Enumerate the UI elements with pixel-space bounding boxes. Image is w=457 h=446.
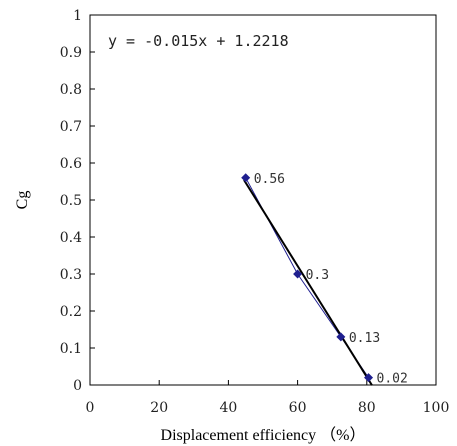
y-tick-label: 0.8 <box>60 82 82 98</box>
data-label: 0.13 <box>349 331 380 346</box>
data-point <box>364 373 374 383</box>
data-label: 0.3 <box>306 268 329 283</box>
data-label: 0.02 <box>377 372 408 387</box>
x-axis: 0 20 40 60 80 100 <box>86 380 450 416</box>
y-axis: 0 0.1 0.2 0.3 0.4 0.5 0.6 0.7 0.8 0.9 1 <box>60 8 95 394</box>
trendline <box>243 179 373 386</box>
series-group: 0.56 0.3 0.13 0.02 <box>241 172 408 387</box>
y-tick-label: 0.6 <box>60 156 82 172</box>
data-label: 0.56 <box>254 172 285 187</box>
y-tick-label: 0.9 <box>60 45 82 61</box>
y-tick-label: 0.2 <box>60 304 82 320</box>
x-tick-label: 20 <box>150 400 168 416</box>
x-tick-label: 60 <box>289 400 307 416</box>
data-point <box>241 173 251 183</box>
y-tick-label: 1 <box>73 8 82 24</box>
data-point <box>293 269 303 279</box>
y-tick-label: 0.5 <box>60 193 82 209</box>
x-tick-label: 40 <box>219 400 237 416</box>
y-tick-label: 0.3 <box>60 267 82 283</box>
x-tick-label: 0 <box>86 400 95 416</box>
plot-area <box>89 14 437 386</box>
data-point <box>336 332 346 342</box>
x-axis-label: Displacement efficiency （%） <box>161 426 366 444</box>
trendline-equation: y = -0.015x + 1.2218 <box>108 32 289 50</box>
x-tick-label: 100 <box>423 400 450 416</box>
y-axis-label: Cg <box>14 191 31 210</box>
y-tick-label: 0.4 <box>60 230 82 246</box>
y-tick-label: 0.1 <box>60 341 82 357</box>
y-tick-label: 0.7 <box>60 119 82 135</box>
y-tick-label: 0 <box>73 378 82 394</box>
x-tick-label: 80 <box>358 400 376 416</box>
